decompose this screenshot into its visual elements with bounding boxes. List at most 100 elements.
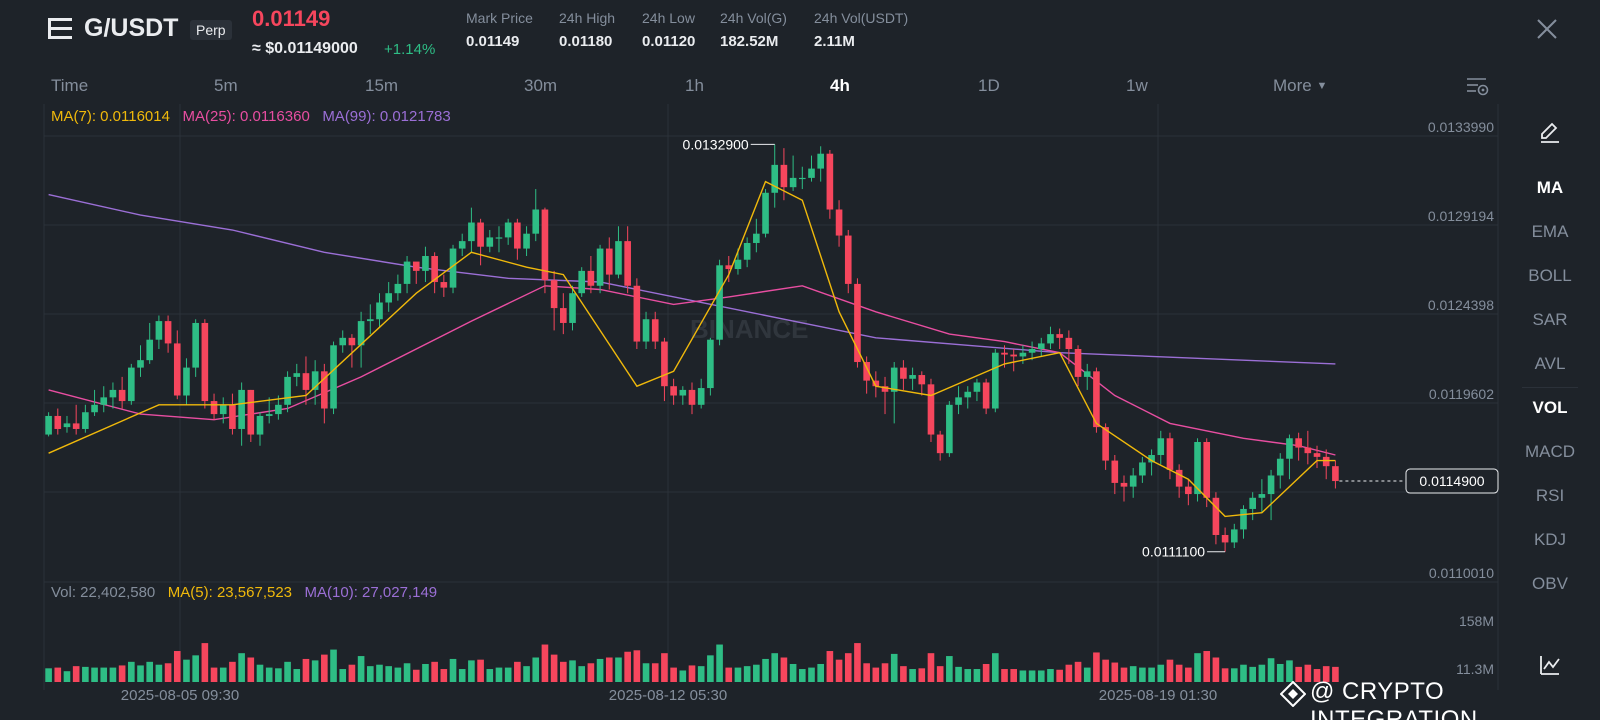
price-chart[interactable]: BINANCE 0.0133990 0.0129194 0.0124398 0.011…: [0, 0, 1500, 720]
ma7-line: [48, 180, 1336, 518]
tab-more[interactable]: More ▼: [1273, 76, 1327, 96]
volume-bar: [1056, 669, 1063, 682]
axis-labels: 0.0133990 0.0129194 0.0124398 0.0119602 0.01…: [121, 119, 1499, 704]
stat-label: 24h Low: [642, 10, 695, 26]
volume-bar: [992, 653, 999, 682]
price-tick-label: 0.0129194: [1428, 208, 1494, 224]
volume-bar: [63, 671, 71, 682]
tab-1w[interactable]: 1w: [1126, 76, 1148, 95]
candle-up: [330, 345, 337, 409]
chart-settings-icon[interactable]: [1466, 75, 1490, 99]
candle-up: [109, 389, 117, 398]
volume-bar: [1286, 660, 1293, 682]
tab-1d[interactable]: 1D: [978, 76, 1000, 95]
close-icon[interactable]: [1534, 16, 1560, 42]
indicator-avl[interactable]: AVL: [1534, 354, 1566, 373]
candle-down: [321, 371, 328, 409]
indicator-sar[interactable]: SAR: [1532, 310, 1568, 329]
volume-legend: Vol: 22,402,580 MA(5): 23,567,523 MA(10)…: [51, 584, 437, 601]
candle-up: [1047, 334, 1054, 344]
candle-down: [605, 248, 613, 275]
indicator-macd[interactable]: MACD: [1524, 442, 1576, 461]
volume-bar: [863, 663, 870, 682]
indicator-ema[interactable]: EMA: [1531, 222, 1569, 241]
candle-up: [753, 233, 760, 243]
volume-bar: [1258, 664, 1266, 682]
tab-1h[interactable]: 1h: [685, 76, 704, 95]
candle-down: [229, 404, 236, 429]
ma99-line: [48, 193, 1336, 365]
volume-bar: [780, 657, 788, 682]
candle-down: [348, 337, 356, 346]
candle-up: [339, 337, 347, 346]
candle-up: [697, 388, 705, 405]
chart-type-icon[interactable]: [1539, 654, 1561, 676]
tab-30m[interactable]: 30m: [524, 76, 558, 95]
tab-4h[interactable]: 4h: [830, 76, 850, 95]
candle-up: [798, 177, 806, 180]
candle-up: [385, 293, 392, 303]
volume-bar: [762, 658, 769, 682]
indicator-obv[interactable]: OBV: [1532, 574, 1568, 593]
volume-bar: [753, 664, 760, 682]
menu-icon[interactable]: [47, 16, 75, 42]
candle-up: [771, 164, 779, 193]
volume-bar: [743, 666, 751, 682]
indicator-boll[interactable]: BOLL: [1528, 266, 1572, 285]
candle-down: [624, 241, 631, 286]
candle-up: [909, 375, 916, 379]
tab-5m[interactable]: 5m: [214, 76, 238, 95]
stat-24h-vol-base: 24h Vol(G) 182.52M: [720, 10, 787, 50]
volume-bar: [412, 669, 420, 682]
draw-pen-icon[interactable]: [1538, 120, 1562, 144]
candle-up: [1139, 462, 1146, 476]
candle-up: [1249, 497, 1256, 509]
volume-bar: [835, 659, 843, 682]
brand-watermark: BINANCE: [690, 314, 808, 344]
candle-down: [1175, 469, 1183, 487]
volume-bar: [523, 666, 530, 682]
volume-bar: [486, 669, 494, 682]
candle-up: [1157, 438, 1165, 456]
volume-bar: [771, 653, 779, 682]
stat-value: 0.01120: [642, 33, 696, 50]
volume-bar: [1001, 669, 1008, 682]
candle-up: [458, 241, 466, 249]
candle-up: [495, 237, 503, 239]
volume-bar: [385, 666, 392, 682]
candle-up: [238, 389, 245, 429]
candles: [45, 144, 1339, 552]
volume-bar: [734, 667, 742, 682]
candle-up: [100, 397, 108, 405]
volume-bar: [826, 651, 834, 682]
indicator-kdj[interactable]: KDJ: [1533, 530, 1567, 549]
volume-bar: [973, 669, 981, 682]
current-price-tag: [1405, 468, 1499, 494]
volume-bar: [82, 666, 89, 682]
indicator-vol[interactable]: VOL: [1532, 398, 1568, 417]
candle-down: [661, 341, 668, 387]
volume-bar: [247, 657, 255, 682]
candle-up: [82, 412, 89, 429]
indicator-rsi[interactable]: RSI: [1535, 486, 1565, 505]
candle-up: [1019, 352, 1027, 357]
candle-up: [734, 259, 742, 270]
volume-bar: [642, 663, 650, 682]
volume-bar: [1065, 664, 1073, 682]
indicator-ma[interactable]: MA: [1536, 178, 1564, 197]
candle-down: [1313, 453, 1321, 457]
volume-bar: [587, 663, 595, 682]
candle-up: [1194, 441, 1201, 495]
volume-bar: [403, 663, 411, 682]
candle-up: [578, 270, 586, 294]
candle-up: [808, 168, 815, 178]
pair-title[interactable]: G/USDT: [84, 14, 179, 42]
candle-up: [468, 222, 475, 242]
header: G/USDT Perp 0.01149 ≈ $0.01149000 +1.14%…: [0, 0, 1600, 72]
last-price: 0.01149: [252, 6, 331, 31]
volume-bar: [330, 649, 337, 682]
tab-15m[interactable]: 15m: [365, 76, 399, 95]
volume-bar: [596, 658, 604, 682]
candle-up: [1028, 349, 1036, 353]
tab-time[interactable]: Time: [51, 76, 89, 95]
